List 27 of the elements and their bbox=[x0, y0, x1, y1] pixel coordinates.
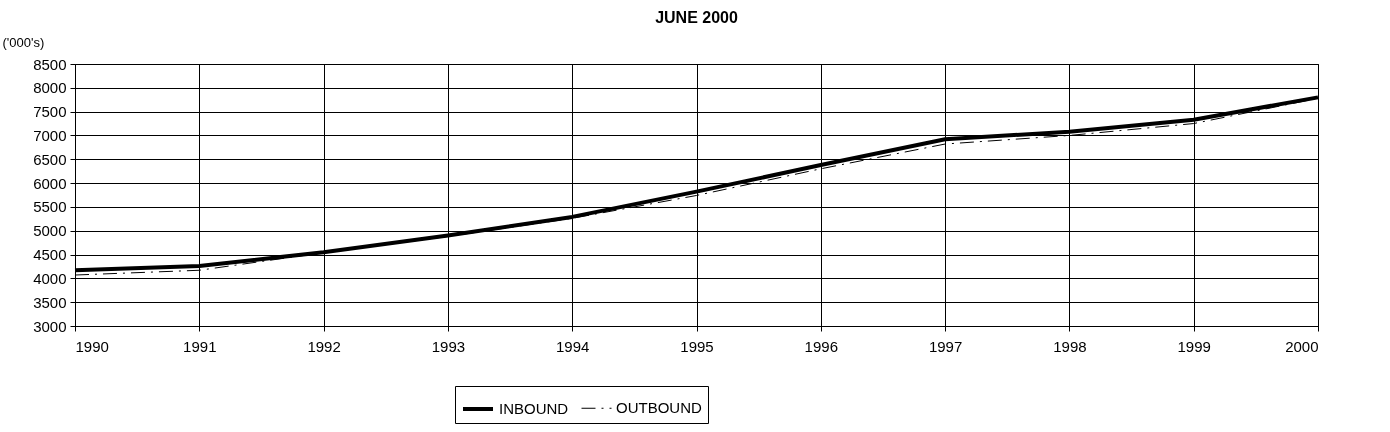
legend-label: OUTBOUND bbox=[616, 399, 702, 417]
x-tick-label: 1997 bbox=[928, 337, 963, 355]
x-tick-label: 1993 bbox=[431, 337, 466, 355]
y-tick-label: 8000 bbox=[33, 79, 67, 97]
x-tick-label: 1991 bbox=[183, 337, 217, 355]
y-tick-label: 4000 bbox=[33, 269, 67, 287]
y-tick-label: 5000 bbox=[33, 222, 67, 240]
y-tick-label: 4500 bbox=[33, 246, 67, 264]
chart-title: JUNE 2000 bbox=[655, 9, 738, 26]
y-tick-label: 5500 bbox=[33, 198, 67, 216]
y-tick-label: 6500 bbox=[33, 150, 67, 168]
y-tick-label: 7500 bbox=[33, 103, 67, 121]
x-tick-label: 2000 bbox=[1285, 337, 1319, 355]
y-tick-label: 3500 bbox=[33, 293, 67, 311]
x-tick-label: 1998 bbox=[1053, 337, 1087, 355]
y-tick-label: 6000 bbox=[33, 174, 67, 192]
x-tick-label: 1992 bbox=[307, 337, 341, 355]
x-tick-label: 1994 bbox=[556, 337, 590, 355]
y-tick-label: 7000 bbox=[33, 126, 67, 144]
legend-label: INBOUND bbox=[499, 400, 569, 417]
y-tick-label: 3000 bbox=[33, 317, 67, 335]
y-tick-label: 8500 bbox=[33, 55, 67, 73]
x-tick-label: 1995 bbox=[680, 337, 714, 355]
x-tick-label: 1990 bbox=[75, 337, 109, 355]
x-tick-label: 1996 bbox=[804, 337, 838, 355]
y-axis-title: ('000's) bbox=[2, 34, 45, 50]
x-tick-label: 1999 bbox=[1177, 337, 1211, 355]
